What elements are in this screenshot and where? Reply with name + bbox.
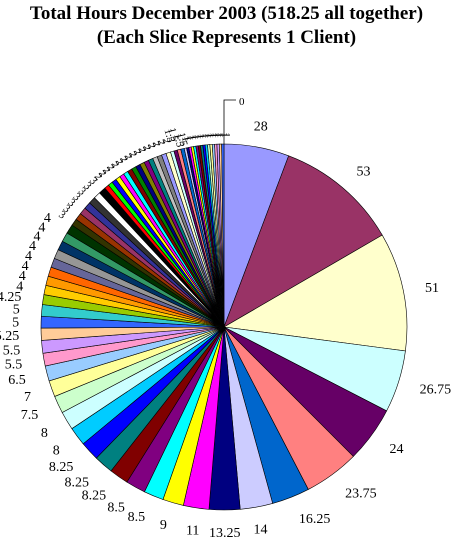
- slice-label: 8: [53, 444, 60, 459]
- slice-label: 26.75: [420, 382, 452, 397]
- slice-label: 51: [425, 281, 439, 296]
- pie-slices: [41, 144, 407, 510]
- slice-label: 16.25: [299, 512, 331, 527]
- slice-label: 8.25: [65, 475, 90, 490]
- slice-label: 13.25: [209, 526, 241, 541]
- slice-label: 6.5: [8, 373, 26, 388]
- slice-label: 53: [357, 165, 371, 180]
- slice-label: 5.25: [0, 329, 19, 344]
- slice-label: 5.5: [3, 343, 21, 358]
- slice-label: 9: [160, 518, 167, 533]
- slice-label: 7.5: [21, 408, 39, 423]
- slice-label: 5: [12, 316, 19, 331]
- slice-label: 8.5: [128, 510, 146, 525]
- slice-label: 8.25: [49, 460, 74, 475]
- slice-label: 11: [186, 524, 199, 539]
- slice-label: 4: [44, 211, 51, 226]
- slice-label: 28: [254, 119, 268, 134]
- slice-label: 7: [24, 390, 31, 405]
- slice-label: 24: [390, 442, 404, 457]
- slice-label: 14: [254, 523, 268, 538]
- slice-label: 8: [41, 426, 48, 441]
- slice-label: 8.25: [82, 489, 107, 504]
- slice-label: 8.5: [107, 501, 125, 516]
- slice-label: 1: [220, 132, 232, 138]
- slice-label: 5.5: [5, 358, 23, 373]
- slice-label: 23.75: [345, 486, 377, 501]
- slice-label: 0: [239, 96, 245, 108]
